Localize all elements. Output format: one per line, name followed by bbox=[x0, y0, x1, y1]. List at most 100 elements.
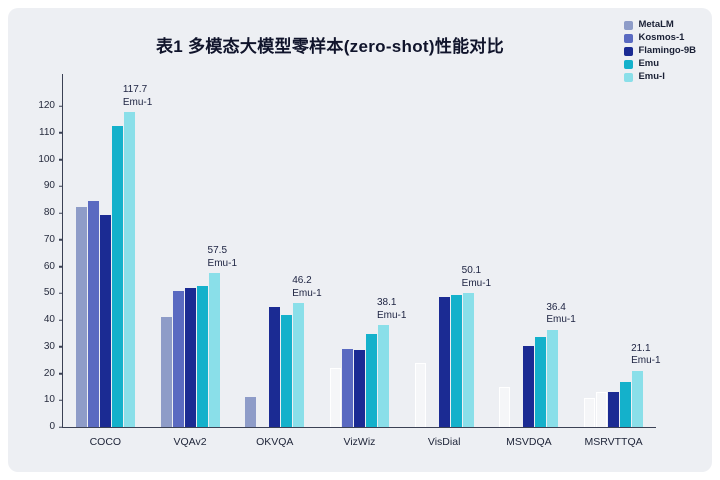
legend: MetaLM Kosmos-1 Flamingo-9B Emu Emu-I bbox=[624, 20, 696, 82]
y-tick-label-110: 110 bbox=[39, 126, 55, 138]
y-tick-mark-40 bbox=[59, 319, 63, 321]
ghost-bar-MetaLM-VisDial bbox=[414, 362, 426, 427]
ghost-bar-Kosmos-1-MSRVTTQA bbox=[596, 392, 608, 427]
y-tick-label-30: 30 bbox=[43, 340, 55, 352]
y-tick-mark-30 bbox=[59, 346, 63, 348]
bar-Flamingo-9B-VisDial bbox=[438, 297, 450, 427]
annotation-VQAv2: 57.5 Emu-1 bbox=[208, 245, 237, 270]
y-tick-mark-100 bbox=[59, 158, 63, 161]
chart-panel: 表1 多模态大模型零样本(zero-shot)性能对比 MetaLM Kosmos… bbox=[8, 8, 712, 472]
legend-swatch-Emu bbox=[624, 59, 634, 69]
bar-Flamingo-9B-COCO bbox=[99, 214, 111, 427]
bar-group-MSRVTTQA: 21.1 Emu-1 MSRVTTQA bbox=[584, 74, 661, 448]
legend-item-Flamingo-9B: Flamingo-9B bbox=[624, 46, 696, 56]
ghost-bar-MetaLM-MSVDQA bbox=[499, 386, 511, 427]
bar-Emu-OKVQA bbox=[281, 315, 293, 427]
bar-MetaLM-OKVQA bbox=[245, 396, 257, 427]
bar-group-OKVQA: 46.2 Emu-1 OKVQA bbox=[245, 74, 322, 448]
annotation-value-VisDial: 50.1 bbox=[461, 265, 482, 277]
y-tick-label-40: 40 bbox=[43, 314, 55, 326]
bar-Emu-VisDial bbox=[450, 295, 462, 427]
annotation-value-OKVQA: 46.2 bbox=[292, 275, 312, 287]
annotation-value-VQAv2: 57.5 bbox=[207, 245, 228, 257]
legend-swatch-Flamingo-9B bbox=[624, 46, 634, 56]
x-axis-label-OKVQA: OKVQA bbox=[256, 436, 294, 448]
y-tick-mark-120 bbox=[59, 105, 63, 107]
ghost-bar-MetaLM-VizWiz bbox=[329, 368, 341, 427]
y-tick-mark-90 bbox=[59, 185, 63, 188]
annotation-label-VizWiz: Emu-1 bbox=[376, 309, 407, 321]
y-tick-label-70: 70 bbox=[43, 233, 55, 245]
x-axis-label-COCO: COCO bbox=[89, 436, 122, 448]
y-tick-mark-70 bbox=[59, 239, 63, 241]
bar-Emu-I-VizWiz bbox=[377, 325, 389, 427]
x-axis-label-MSVDQA: MSVDQA bbox=[506, 436, 552, 448]
legend-label: Flamingo-9B bbox=[638, 45, 696, 56]
bar-Emu-VizWiz bbox=[365, 333, 377, 427]
bar-Kosmos-1-VizWiz bbox=[341, 348, 353, 427]
bar-group-COCO: 117.7 Emu-1 COCO bbox=[75, 74, 152, 448]
bar-MetaLM-COCO bbox=[75, 207, 87, 427]
legend-label: Emu-I bbox=[638, 71, 665, 82]
bar-Emu-COCO bbox=[111, 126, 123, 427]
y-tick-mark-50 bbox=[59, 292, 63, 295]
bar-Flamingo-9B-VQAv2 bbox=[184, 288, 196, 427]
bar-Emu-VQAv2 bbox=[196, 285, 208, 427]
bar-Emu-MSRVTTQA bbox=[620, 382, 632, 427]
y-tick-mark-60 bbox=[59, 265, 63, 268]
y-tick-mark-80 bbox=[59, 212, 63, 214]
annotation-value-COCO: 117.7 bbox=[122, 84, 148, 96]
annotation-label-VQAv2: Emu-1 bbox=[207, 257, 237, 269]
annotation-MSVDQA: 36.4 Emu-1 bbox=[546, 302, 575, 327]
y-tick-label-10: 10 bbox=[43, 394, 55, 406]
bar-Kosmos-1-VQAv2 bbox=[172, 290, 184, 427]
bar-group-VizWiz: 38.1 Emu-1 VizWiz bbox=[329, 74, 406, 448]
plot-area: 117.7 Emu-1 COCO 57.5 Emu-1 VQAv2 46.2 Emu-1 OKV… bbox=[38, 74, 661, 448]
annotation-label-VisDial: Emu-1 bbox=[461, 277, 492, 289]
annotation-label-OKVQA: Emu-1 bbox=[292, 287, 322, 299]
legend-item-Emu: Emu bbox=[624, 59, 696, 69]
chart-title: 表1 多模态大模型零样本(zero-shot)性能对比 bbox=[155, 37, 505, 56]
legend-swatch-Emu-I bbox=[624, 72, 634, 82]
bar-MetaLM-VQAv2 bbox=[160, 317, 172, 427]
y-tick-label-80: 80 bbox=[43, 207, 55, 219]
y-tick-label-0: 0 bbox=[49, 421, 55, 432]
x-axis-label-VQAv2: VQAv2 bbox=[173, 436, 207, 448]
bar-Emu-I-VisDial bbox=[462, 293, 474, 427]
legend-label: Kosmos-1 bbox=[638, 32, 685, 43]
x-axis-label-VizWiz: VizWiz bbox=[343, 436, 376, 448]
bar-group-VQAv2: 57.5 Emu-1 VQAv2 bbox=[160, 74, 237, 448]
y-tick-label-50: 50 bbox=[43, 287, 55, 299]
y-tick-label-20: 20 bbox=[43, 367, 55, 379]
bar-group-MSVDQA: 36.4 Emu-1 MSVDQA bbox=[499, 74, 576, 448]
legend-swatch-MetaLM bbox=[624, 20, 634, 30]
legend-item-Emu-I: Emu-I bbox=[624, 72, 696, 82]
y-tick-label-90: 90 bbox=[43, 180, 55, 192]
bar-Emu-I-MSVDQA bbox=[547, 329, 559, 427]
y-tick-mark-10 bbox=[59, 399, 63, 402]
x-axis-label-VisDial: VisDial bbox=[427, 436, 461, 448]
bar-Emu-I-OKVQA bbox=[293, 303, 305, 427]
bar-Flamingo-9B-VizWiz bbox=[353, 349, 365, 427]
bar-Flamingo-9B-OKVQA bbox=[269, 307, 281, 427]
legend-item-Kosmos-1: Kosmos-1 bbox=[624, 33, 696, 43]
ghost-bar-MetaLM-MSRVTTQA bbox=[584, 397, 596, 427]
bar-group-VisDial: 50.1 Emu-1 VisDial bbox=[414, 74, 491, 448]
annotation-MSRVTTQA: 21.1 Emu-1 bbox=[631, 343, 660, 368]
legend-swatch-Kosmos-1 bbox=[624, 33, 634, 43]
bar-groups: 117.7 Emu-1 COCO 57.5 Emu-1 VQAv2 46.2 Emu-1 OKV… bbox=[63, 74, 661, 448]
x-axis-label-MSRVTTQA: MSRVTTQA bbox=[584, 436, 643, 448]
y-tick-mark-110 bbox=[59, 132, 63, 134]
y-tick-mark-20 bbox=[59, 372, 63, 375]
bar-Emu-I-COCO bbox=[123, 112, 135, 427]
annotation-label-COCO: Emu-1 bbox=[122, 96, 153, 108]
bar-Emu-I-VQAv2 bbox=[208, 273, 220, 427]
annotation-value-MSRVTTQA: 21.1 bbox=[631, 342, 651, 354]
legend-item-MetaLM: MetaLM bbox=[624, 20, 696, 30]
bar-Kosmos-1-COCO bbox=[87, 200, 99, 427]
annotation-value-MSVDQA: 36.4 bbox=[546, 301, 566, 313]
annotation-label-MSRVTTQA: Emu-1 bbox=[631, 355, 661, 367]
bar-Emu-I-MSRVTTQA bbox=[632, 370, 644, 427]
annotation-label-MSVDQA: Emu-1 bbox=[546, 314, 576, 326]
annotation-VizWiz: 38.1 Emu-1 bbox=[377, 297, 406, 322]
